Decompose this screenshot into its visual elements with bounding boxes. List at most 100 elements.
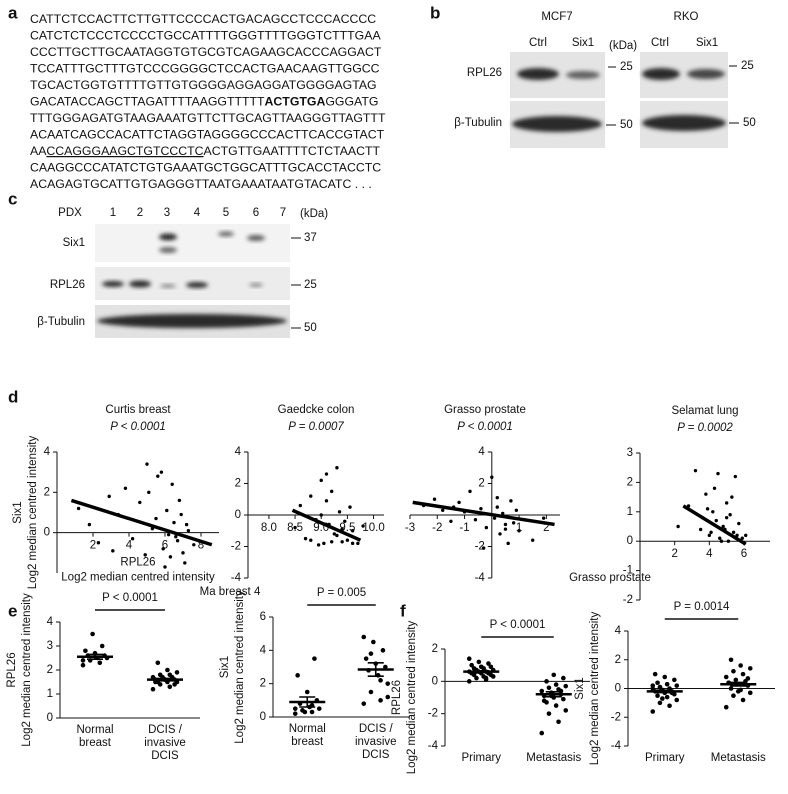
point xyxy=(302,709,308,715)
point xyxy=(96,541,101,545)
point xyxy=(168,555,173,559)
lane-label: 3 xyxy=(164,207,170,219)
sequence-line: CCCTTGCTTGCAATAGGTGTGCGTCAGAAGCACCCAGGAC… xyxy=(30,45,382,59)
point xyxy=(343,519,347,523)
y-tick-label: 0 xyxy=(627,535,633,547)
sequence-line: TGCACTGGTGTTTTGTTGTGGGGAGGAGGATGGGGAGTAG xyxy=(30,78,377,92)
point xyxy=(551,672,557,678)
y-tick-label: -4 xyxy=(428,740,439,752)
point xyxy=(123,486,128,490)
x-tick-label: Metastasis xyxy=(526,752,582,764)
point xyxy=(87,522,92,527)
y-tick-label: 2 xyxy=(627,476,633,488)
lane-label: Six1 xyxy=(572,37,594,49)
error-bar xyxy=(545,691,562,698)
y-tick-label: 2 xyxy=(235,478,241,490)
point xyxy=(563,708,569,713)
x-tick-label: -2 xyxy=(432,522,442,534)
y-tick-label: 0 xyxy=(615,683,621,695)
chart-subtitle: P = 0.0007 xyxy=(288,421,344,433)
point xyxy=(556,719,561,725)
point xyxy=(705,507,710,511)
category-slot: Metastasis xyxy=(710,752,766,764)
band xyxy=(566,71,600,79)
y-axis-label: Log2 median centred intensity xyxy=(234,590,246,744)
y-tick-label: 1 xyxy=(627,506,633,518)
point xyxy=(674,697,680,703)
point xyxy=(441,508,445,512)
blot-panel-b: MCF7 RKO Ctrl Six1 Ctrl Six1 (kDa) RPL26… xyxy=(454,11,756,148)
error-bar xyxy=(299,696,316,708)
point xyxy=(324,472,329,476)
point xyxy=(303,536,308,541)
panel-label: b xyxy=(430,3,440,22)
point xyxy=(337,510,342,514)
chart-subtitle: P < 0.0001 xyxy=(457,421,513,433)
band xyxy=(247,235,265,241)
point xyxy=(712,486,717,490)
point xyxy=(312,656,317,661)
point xyxy=(711,510,715,514)
error-bar xyxy=(656,689,673,694)
point xyxy=(488,664,494,670)
y-tick-label: -1 xyxy=(623,565,633,577)
y-axis-label: Log2 median centred intensity xyxy=(406,621,418,775)
point xyxy=(511,521,516,525)
x-tick-label: 2 xyxy=(90,540,96,552)
x-tick-label: Metastasis xyxy=(710,752,766,764)
point xyxy=(181,551,185,555)
point xyxy=(329,540,334,544)
seq-segment: GGGATG xyxy=(325,95,378,109)
point xyxy=(709,530,713,535)
band xyxy=(642,115,726,131)
point xyxy=(495,495,499,500)
group-title: Grasso prostate xyxy=(569,572,651,584)
point xyxy=(721,524,725,529)
x-tick-label: 1 xyxy=(516,522,522,534)
point xyxy=(724,515,729,520)
point xyxy=(664,694,670,700)
x-tick-label: DCIS / invasive DCIS xyxy=(144,724,186,762)
point xyxy=(553,703,559,708)
point xyxy=(165,667,170,673)
unit: (kDa) xyxy=(300,208,328,220)
band xyxy=(129,280,151,288)
y-axis-label: Six1 xyxy=(12,501,24,523)
point xyxy=(183,561,187,565)
point xyxy=(501,511,505,516)
fit-line xyxy=(291,508,362,542)
panel-label: f xyxy=(400,601,406,620)
point xyxy=(316,543,321,547)
band xyxy=(218,231,234,237)
point xyxy=(309,494,313,498)
point xyxy=(167,672,173,678)
point xyxy=(478,664,484,670)
y-tick-label: 0 xyxy=(47,712,53,724)
point xyxy=(738,663,743,668)
marker: 50 xyxy=(620,119,633,131)
seq-segment: CATTCTCCACTTCTTGTTCCCCACTGACAGCCTCCCACCC… xyxy=(30,12,376,26)
point xyxy=(698,527,703,532)
point xyxy=(166,532,171,537)
point xyxy=(449,519,453,523)
point xyxy=(740,671,746,677)
point xyxy=(155,660,161,666)
x-tick-label: 2 xyxy=(671,548,677,560)
seq-segment: ACAATCAGCCACATTCTAGGTAGGGGCCCACTTCACCGTA… xyxy=(30,128,385,142)
point xyxy=(498,532,502,536)
panel-label: e xyxy=(8,601,17,620)
point xyxy=(186,528,191,533)
sequence-line: TCCATTTGCTTTGTCCCGGGGCTCCACTGAACAAGTTGGC… xyxy=(30,62,380,76)
y-tick-label: 2 xyxy=(478,478,484,490)
point xyxy=(363,656,369,661)
point xyxy=(130,537,135,541)
seq-segment: CCCTTGCTTGCAATAGGTGTGCGTCAGAAGCACCCAGGAC… xyxy=(30,45,382,59)
marker: 25 xyxy=(304,279,317,291)
y-tick-label: 4 xyxy=(615,625,622,637)
point xyxy=(660,696,665,701)
y-axis-label: Log2 median centred intensity xyxy=(27,436,39,590)
x-tick-label: -3 xyxy=(405,522,415,534)
blot xyxy=(95,224,290,262)
p-value: P = 0.0014 xyxy=(674,601,730,613)
